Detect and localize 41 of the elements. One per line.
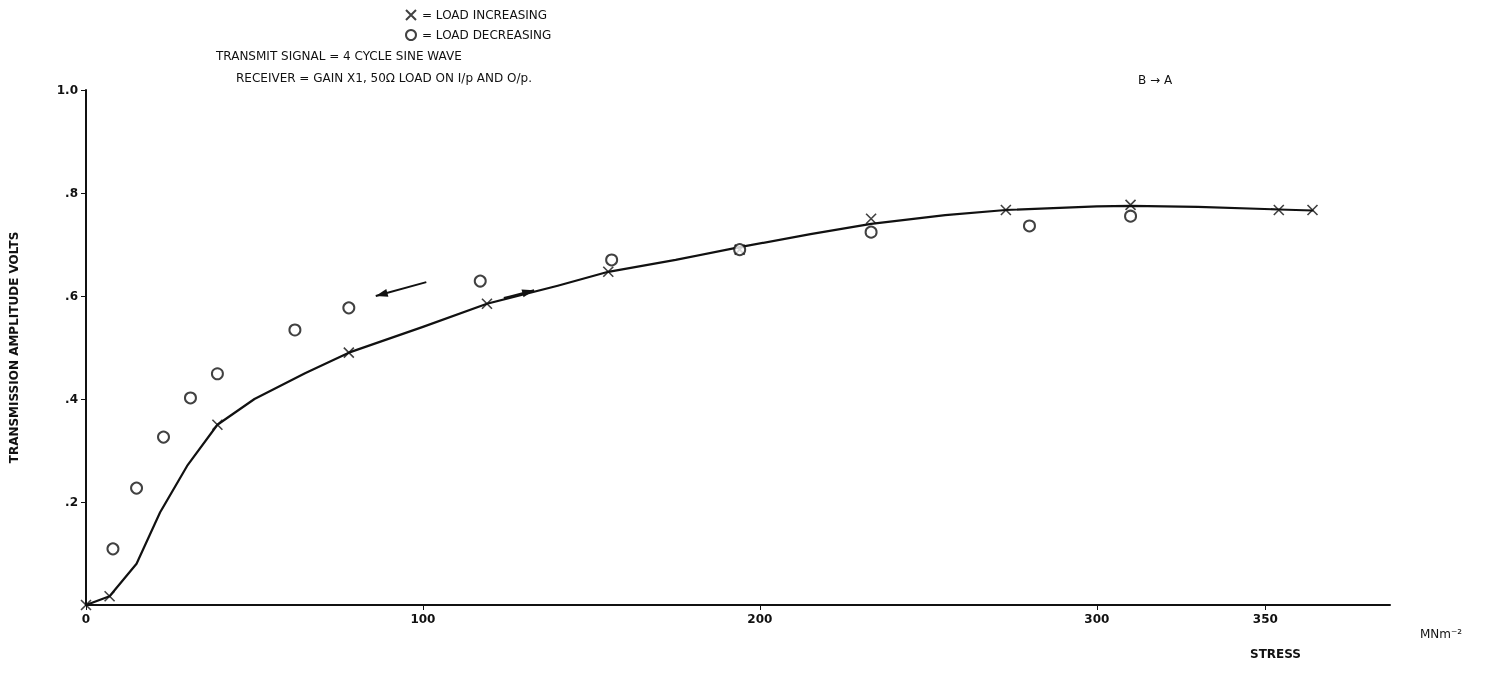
point <box>343 346 355 359</box>
y-tick-label: .6 <box>65 289 78 303</box>
y-tick-label: 1.0 <box>56 83 78 97</box>
point <box>865 212 877 225</box>
x-tick-label: 350 <box>1252 612 1278 626</box>
x-tick-label: 200 <box>747 612 773 626</box>
point <box>157 430 170 444</box>
point <box>1273 204 1285 216</box>
point <box>210 367 224 381</box>
x-tick-label: 100 <box>410 612 436 626</box>
x-axis-title: STRESS <box>1250 647 1302 661</box>
y-tick-label: .4 <box>65 392 78 406</box>
point <box>1124 209 1138 223</box>
x-tick-label: 0 <box>81 612 91 626</box>
point <box>1306 204 1319 216</box>
text: B → A <box>1138 73 1173 87</box>
point <box>602 266 615 278</box>
legend-label: = LOAD DECREASING <box>422 28 552 42</box>
point <box>183 391 197 405</box>
point <box>342 301 356 315</box>
y-tick-label: .2 <box>65 495 78 509</box>
text: TRANSMIT SIGNAL = 4 CYCLE SINE WAVE <box>215 49 462 63</box>
x-tick-label: 300 <box>1084 612 1110 626</box>
point <box>130 481 144 495</box>
point <box>211 418 224 431</box>
y-axis-title: TRANSMISSION AMPLITUDE VOLTS <box>7 231 21 464</box>
y-tick-label: .8 <box>65 186 78 200</box>
point <box>473 274 487 288</box>
point <box>288 323 302 337</box>
text: RECEIVER = GAIN X1, 50Ω LOAD ON I/p AND O/p. <box>236 71 532 85</box>
point <box>605 253 619 267</box>
point <box>481 297 493 310</box>
point <box>106 542 120 556</box>
point <box>80 599 92 611</box>
point <box>864 225 878 239</box>
point <box>103 590 116 603</box>
point <box>1000 204 1012 216</box>
text: MNm⁻² <box>1420 627 1463 641</box>
legend-label: = LOAD INCREASING <box>422 8 548 22</box>
point <box>1022 219 1036 233</box>
point <box>1124 199 1137 211</box>
